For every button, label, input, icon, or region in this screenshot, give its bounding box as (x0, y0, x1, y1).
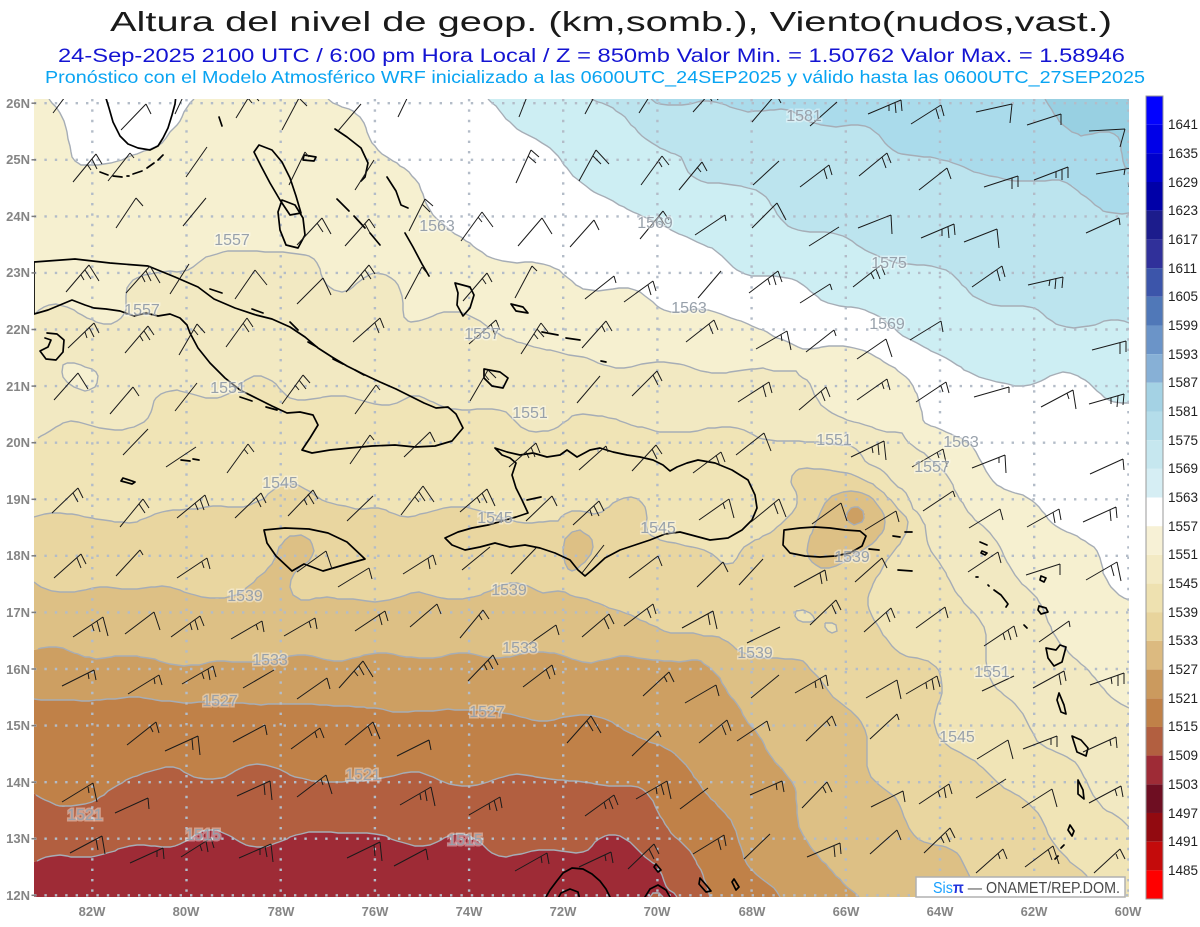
svg-text:64W: 64W (927, 904, 954, 919)
svg-text:1563: 1563 (671, 300, 707, 317)
svg-text:1545: 1545 (939, 729, 975, 746)
svg-text:66W: 66W (833, 904, 860, 919)
svg-text:20N: 20N (6, 435, 30, 450)
svg-text:18N: 18N (6, 548, 30, 563)
svg-text:1527: 1527 (202, 693, 238, 710)
svg-text:1587: 1587 (1168, 375, 1198, 390)
svg-text:1527: 1527 (1168, 662, 1198, 677)
svg-text:16N: 16N (6, 662, 30, 677)
svg-text:1485: 1485 (1168, 863, 1198, 878)
svg-text:1569: 1569 (1168, 461, 1198, 476)
svg-text:1557: 1557 (1168, 519, 1198, 534)
svg-text:1545: 1545 (477, 510, 513, 527)
svg-text:1635: 1635 (1168, 146, 1198, 161)
svg-text:1563: 1563 (1168, 490, 1198, 505)
svg-text:1515: 1515 (1168, 719, 1198, 734)
svg-text:1533: 1533 (1168, 633, 1198, 648)
svg-text:1551: 1551 (512, 405, 548, 422)
svg-text:25N: 25N (6, 152, 30, 167)
svg-text:80W: 80W (173, 904, 200, 919)
svg-text:1629: 1629 (1168, 175, 1198, 190)
svg-text:24N: 24N (6, 209, 30, 224)
svg-text:68W: 68W (739, 904, 766, 919)
svg-text:1551: 1551 (1168, 547, 1198, 562)
svg-text:Altura del nivel de geop. (km,: Altura del nivel de geop. (km,somb.), Vi… (110, 6, 1112, 37)
svg-text:23N: 23N (6, 265, 30, 280)
svg-text:12N: 12N (6, 888, 30, 903)
svg-text:1581: 1581 (1168, 404, 1198, 419)
svg-text:1539: 1539 (491, 582, 527, 599)
svg-text:1503: 1503 (1168, 777, 1198, 792)
svg-text:1557: 1557 (914, 459, 950, 476)
svg-text:1575: 1575 (1168, 433, 1198, 448)
svg-text:1539: 1539 (834, 549, 870, 566)
svg-text:Pronóstico con el Modelo Atmos: Pronóstico con el Modelo Atmosférico WRF… (45, 67, 1145, 88)
svg-text:1539: 1539 (1168, 605, 1198, 620)
svg-text:1569: 1569 (869, 316, 905, 333)
svg-text:72W: 72W (550, 904, 577, 919)
svg-text:24-Sep-2025 2100 UTC / 6:00 p: 24-Sep-2025 2100 UTC / 6:00 pm Hora Loca… (58, 46, 1125, 67)
svg-text:1551: 1551 (974, 664, 1010, 681)
svg-text:1551: 1551 (210, 380, 246, 397)
svg-text:Sisπ — ONAMET/REP.DOM.: Sisπ — ONAMET/REP.DOM. (933, 880, 1120, 897)
svg-text:1533: 1533 (252, 652, 288, 669)
svg-text:1515: 1515 (447, 832, 483, 849)
svg-text:1509: 1509 (1168, 748, 1198, 763)
svg-text:78W: 78W (268, 904, 295, 919)
svg-text:1515: 1515 (185, 827, 221, 844)
svg-text:1575: 1575 (871, 255, 907, 272)
svg-text:1527: 1527 (469, 704, 505, 721)
svg-text:76W: 76W (362, 904, 389, 919)
svg-text:13N: 13N (6, 831, 30, 846)
svg-text:21N: 21N (6, 379, 30, 394)
svg-text:1545: 1545 (640, 520, 676, 537)
svg-text:1497: 1497 (1168, 806, 1198, 821)
svg-text:19N: 19N (6, 492, 30, 507)
svg-text:1521: 1521 (345, 767, 381, 784)
svg-text:1581: 1581 (786, 108, 822, 125)
svg-text:1617: 1617 (1168, 232, 1198, 247)
svg-text:1623: 1623 (1168, 203, 1198, 218)
svg-text:1491: 1491 (1168, 834, 1198, 849)
svg-text:70W: 70W (644, 904, 671, 919)
svg-text:1563: 1563 (943, 434, 979, 451)
svg-text:1521: 1521 (1168, 691, 1198, 706)
svg-text:1569: 1569 (637, 215, 673, 232)
svg-text:62W: 62W (1021, 904, 1048, 919)
svg-text:1605: 1605 (1168, 289, 1198, 304)
svg-text:1599: 1599 (1168, 318, 1198, 333)
svg-text:14N: 14N (6, 775, 30, 790)
svg-text:1557: 1557 (464, 326, 500, 343)
svg-text:1593: 1593 (1168, 347, 1198, 362)
svg-text:1641: 1641 (1168, 117, 1198, 132)
svg-text:15N: 15N (6, 718, 30, 733)
svg-text:1557: 1557 (124, 302, 160, 319)
svg-text:1563: 1563 (419, 218, 455, 235)
svg-text:1545: 1545 (1168, 576, 1198, 591)
svg-text:82W: 82W (79, 904, 106, 919)
svg-text:1557: 1557 (214, 232, 250, 249)
svg-text:26N: 26N (6, 96, 30, 111)
svg-text:1611: 1611 (1168, 261, 1197, 276)
svg-text:1539: 1539 (737, 645, 773, 662)
svg-text:74W: 74W (456, 904, 483, 919)
svg-text:22N: 22N (6, 322, 30, 337)
svg-text:60W: 60W (1115, 904, 1142, 919)
svg-text:1539: 1539 (227, 588, 263, 605)
svg-text:1521: 1521 (67, 807, 103, 824)
svg-text:1545: 1545 (262, 475, 298, 492)
svg-text:17N: 17N (6, 605, 30, 620)
svg-text:1551: 1551 (816, 432, 852, 449)
svg-text:1533: 1533 (502, 640, 538, 657)
